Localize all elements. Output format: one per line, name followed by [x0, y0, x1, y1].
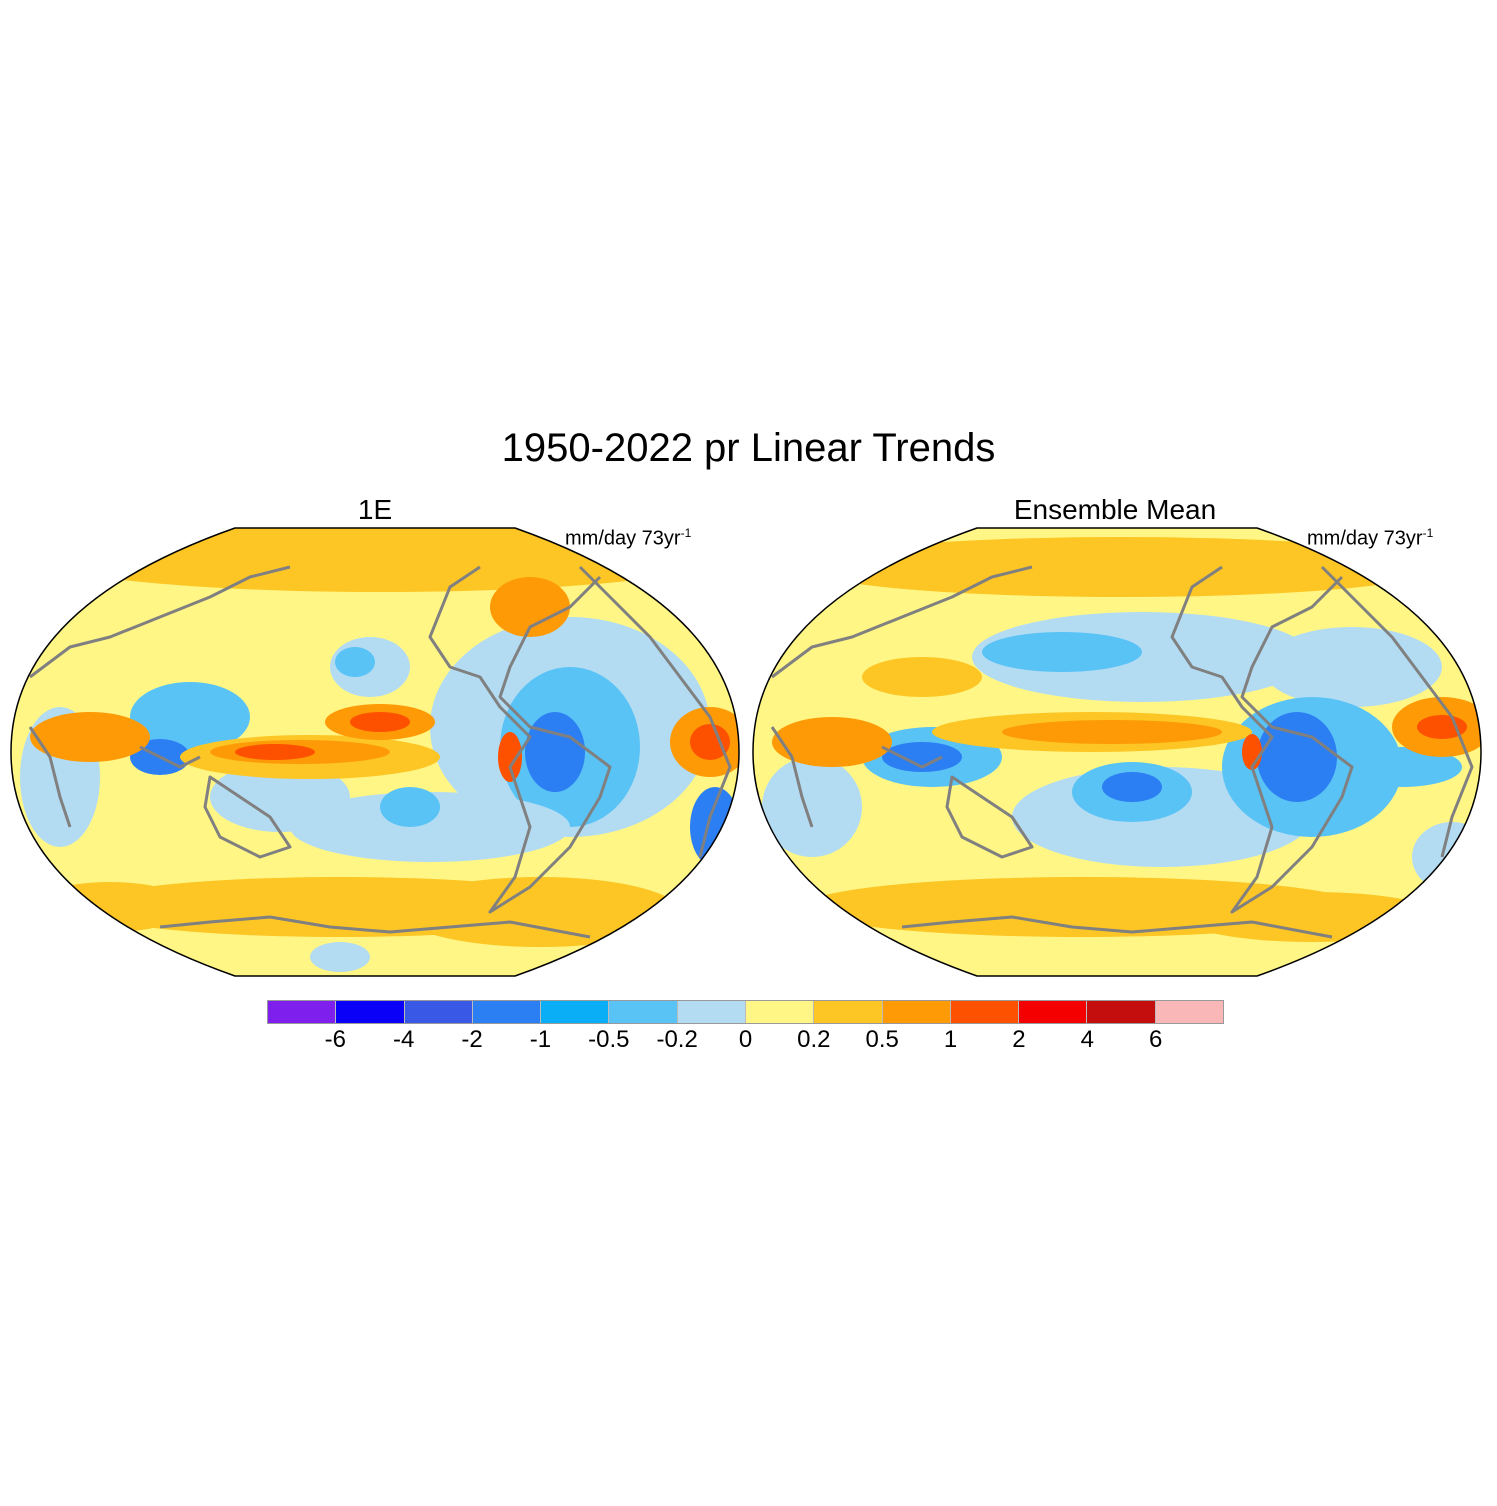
- colorbar-swatch: [1087, 1001, 1156, 1023]
- coastlines: [770, 565, 1474, 939]
- colorbar-tick-label: -6: [324, 1026, 347, 1053]
- colorbar-swatch: [1019, 1001, 1088, 1023]
- panel-2-units: mm/day 73yr-1: [1307, 526, 1434, 550]
- field-patch: [130, 682, 250, 752]
- map-panel-ensemble-mean: [752, 527, 1482, 977]
- map-border: [752, 527, 1482, 977]
- field-patch: [380, 787, 440, 827]
- field-patch: [335, 647, 375, 677]
- field-patch: [690, 724, 730, 760]
- colorbar-tick-label: 6: [1148, 1026, 1163, 1053]
- field-patch: [772, 717, 892, 767]
- field-patch: [762, 757, 862, 857]
- field-patch: [30, 712, 150, 762]
- colorbar-swatch: [268, 1001, 337, 1023]
- panel-1-units: mm/day 73yr-1: [565, 526, 692, 550]
- field-patch: [290, 792, 570, 862]
- field-patch: [525, 712, 585, 792]
- colorbar-swatch: [745, 1001, 815, 1023]
- field-patch: [498, 732, 522, 782]
- map-panel-1e: [10, 527, 740, 977]
- field-patch: [490, 577, 570, 637]
- field-patch: [400, 877, 680, 947]
- colorbar-tick-label: -2: [461, 1026, 483, 1053]
- colorbar-labels: -6 -4 -2 -1 -0.5 -0.2 0 0.2 0.5 1 2 4 6: [267, 1026, 1224, 1056]
- colorbar-tick-label: 0.2: [797, 1026, 831, 1053]
- field-patch: [350, 712, 410, 732]
- field-patch: [862, 657, 982, 697]
- field-patch: [1342, 747, 1462, 787]
- colorbar-swatch: [404, 1001, 473, 1023]
- field-patch: [1262, 627, 1442, 707]
- coastlines: [28, 565, 732, 939]
- colorbar-swatch: [609, 1001, 678, 1023]
- field-patch: [1102, 772, 1162, 802]
- panel-2-title: Ensemble Mean: [1013, 494, 1217, 525]
- colorbar-tick-label: -1: [529, 1026, 552, 1053]
- field-patch: [30, 882, 190, 932]
- field-patch: [802, 537, 1442, 597]
- field-patch: [982, 632, 1142, 672]
- colorbar-swatch: [541, 1001, 610, 1023]
- map-border: [10, 527, 740, 977]
- field-patch: [1257, 712, 1337, 802]
- colorbar-swatch: [950, 1001, 1020, 1023]
- field-patch: [235, 744, 315, 760]
- colorbar-tick-label: 0.5: [865, 1026, 899, 1053]
- panel-1-title: 1E: [357, 494, 393, 525]
- colorbar-tick-label: 0: [738, 1026, 753, 1053]
- colorbar: [267, 1000, 1224, 1024]
- colorbar-swatch: [336, 1001, 405, 1023]
- field-patch: [1002, 720, 1222, 744]
- colorbar-tick-label: 1: [943, 1026, 958, 1053]
- colorbar-swatch: [472, 1001, 542, 1023]
- colorbar-swatch: [882, 1001, 951, 1023]
- colorbar-swatch: [1155, 1001, 1223, 1023]
- main-title: 1950-2022 pr Linear Trends: [501, 426, 996, 470]
- colorbar-swatch: [677, 1001, 746, 1023]
- field-patch: [882, 742, 962, 772]
- colorbar-tick-label: -4: [393, 1026, 415, 1053]
- field-patch: [310, 942, 370, 972]
- colorbar-swatch: [814, 1001, 883, 1023]
- colorbar-tick-label: 4: [1080, 1026, 1094, 1053]
- colorbar-tick-label: 2: [1012, 1026, 1026, 1053]
- colorbar-tick-label: -0.5: [588, 1026, 630, 1053]
- colorbar-tick-label: -0.2: [656, 1026, 698, 1053]
